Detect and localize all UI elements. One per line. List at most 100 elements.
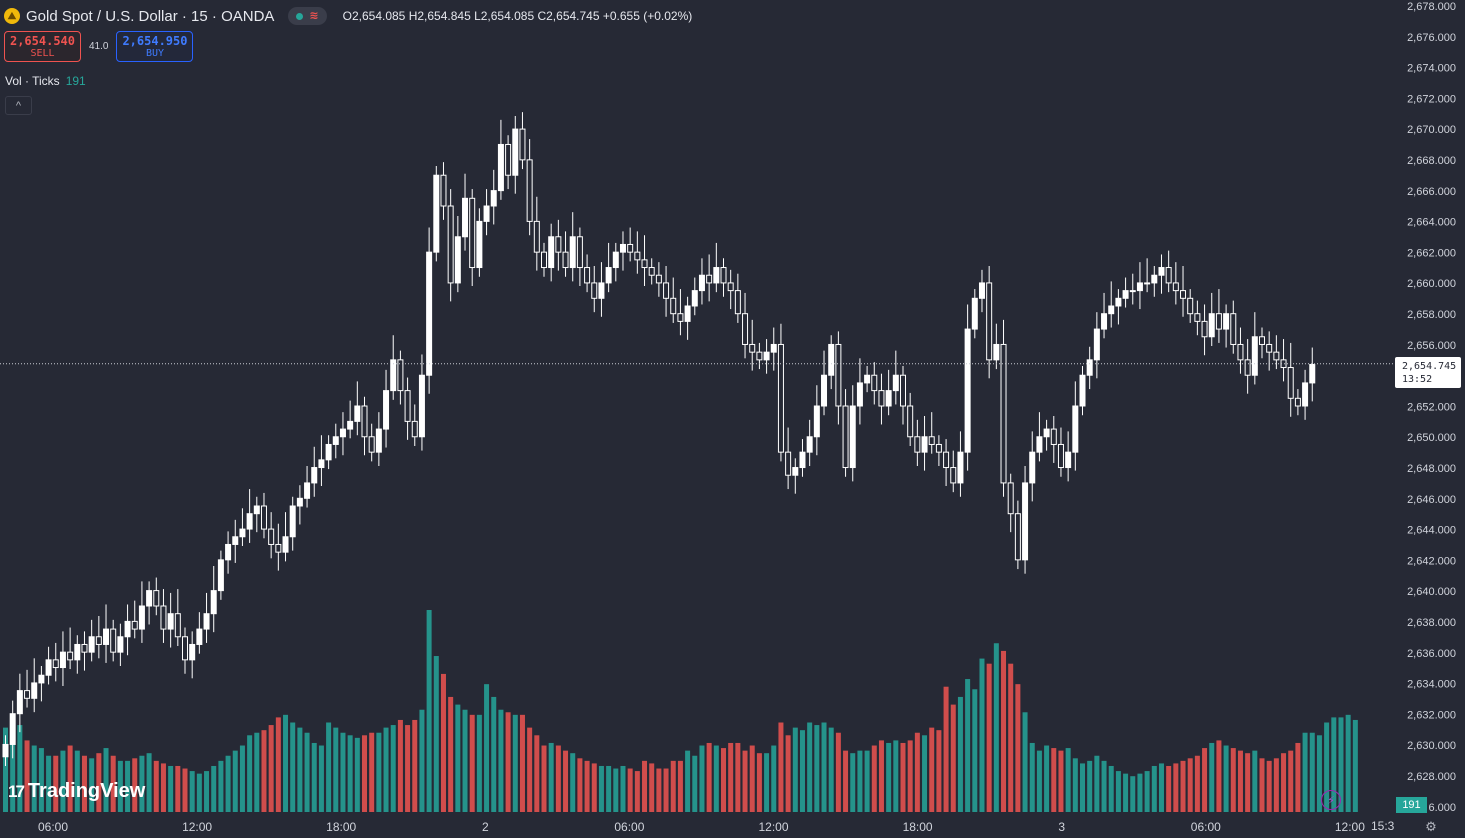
candle-body — [799, 451, 806, 469]
price-tick-label: 2,628.000 — [1407, 771, 1456, 783]
candle-body — [1287, 367, 1294, 399]
volume-bar — [311, 742, 317, 812]
candle-body — [914, 436, 921, 453]
volume-bar — [60, 750, 66, 812]
sell-button[interactable]: 2,654.540 SELL — [4, 31, 81, 62]
volume-bar — [1273, 758, 1279, 812]
buy-button[interactable]: 2,654.950 BUY — [116, 31, 194, 62]
candle-body — [9, 713, 16, 745]
volume-bar — [950, 704, 956, 812]
volume-bar — [412, 719, 418, 812]
volume-bar — [936, 730, 942, 812]
volume-legend-label: Vol · Ticks — [5, 74, 60, 88]
candle-body — [591, 282, 598, 299]
price-tick-label: 2,640.000 — [1407, 586, 1456, 598]
volume-bar — [81, 755, 87, 812]
candle-body — [203, 613, 210, 630]
volume-bar — [627, 768, 633, 812]
volume-legend[interactable]: Vol · Ticks 191 — [5, 74, 86, 88]
volume-bar — [685, 750, 691, 812]
spread-value: 41.0 — [89, 41, 109, 52]
volume-bar — [785, 735, 791, 812]
bolt-icon[interactable]: ⚡ — [1321, 790, 1341, 810]
candle-body — [404, 390, 411, 422]
volume-bar — [103, 748, 109, 812]
volume-bar — [914, 732, 920, 812]
candle-body — [88, 636, 95, 653]
candle-body — [720, 267, 727, 284]
settings-icon[interactable]: ⚙ — [1425, 819, 1437, 834]
volume-bar — [1087, 760, 1093, 812]
volume-bar — [1022, 712, 1028, 812]
price-tick-label: 2,630.000 — [1407, 740, 1456, 752]
volume-bar — [519, 714, 525, 812]
candle-body — [260, 505, 267, 530]
candle-body — [1208, 313, 1215, 338]
candle-body — [1072, 405, 1079, 453]
candle-body — [469, 197, 476, 269]
candle-body — [433, 174, 440, 253]
volume-bar — [211, 765, 217, 812]
candle-body — [311, 467, 318, 484]
volume-bar — [598, 765, 604, 812]
candle-body — [38, 674, 45, 684]
candle-body — [225, 543, 232, 561]
candle-body — [246, 513, 253, 530]
volume-bar — [290, 722, 296, 812]
candle-body — [526, 159, 533, 222]
volume-bar — [764, 753, 770, 812]
volume-bar — [448, 696, 454, 812]
volume-bar — [1108, 765, 1114, 812]
volume-bar — [110, 755, 116, 812]
volume-bar — [132, 758, 138, 812]
volume-bar — [1324, 722, 1330, 812]
candle-body — [555, 236, 562, 253]
price-axis[interactable]: 2,678.000 2,676.000 2,674.000 2,672.000 2,67… — [1407, 1, 1456, 814]
volume-bar — [38, 748, 44, 812]
volume-bar — [24, 740, 30, 812]
volume-bar — [225, 755, 231, 812]
candle-body — [2, 743, 9, 758]
candle-body — [612, 251, 619, 269]
candle-body — [397, 359, 404, 392]
collapse-legend-button[interactable]: ^ — [5, 96, 32, 115]
candle-body — [1029, 451, 1036, 484]
tradingview-logo[interactable]: 17 TradingView — [8, 780, 145, 803]
time-axis[interactable]: 06:00 12:00 18:00 2 06:00 12:00 18:00 3 06:00 12:… — [38, 820, 1365, 834]
volume-bar — [1302, 732, 1308, 812]
gold-logo-icon[interactable]: ⛰ — [4, 8, 20, 24]
volume-bar — [347, 735, 353, 812]
candle-body — [684, 305, 691, 322]
volume-bar — [1352, 719, 1358, 812]
volume-bar — [706, 742, 712, 812]
volume-bar — [570, 753, 576, 812]
candle-body — [103, 628, 110, 645]
volume-bar — [957, 696, 963, 812]
candle-body — [182, 636, 188, 661]
candle-body — [189, 643, 196, 661]
volume-bar — [828, 727, 834, 812]
candle-body — [619, 243, 626, 253]
volume-bar — [1094, 755, 1100, 812]
volume-bar — [484, 684, 490, 812]
candle-body — [117, 636, 124, 653]
volume-bar — [175, 765, 181, 812]
volume-bar — [304, 732, 310, 812]
market-status[interactable]: ≋ — [288, 7, 327, 25]
price-tick-label: 2,634.000 — [1407, 679, 1456, 691]
candle-body — [174, 613, 181, 638]
candle-body — [856, 382, 863, 407]
volume-bar — [993, 643, 999, 812]
candle-body — [569, 236, 576, 269]
volume-bar — [1065, 748, 1071, 812]
volume-bar — [53, 755, 59, 812]
symbol-title[interactable]: Gold Spot / U.S. Dollar · 15 · OANDA — [26, 7, 275, 25]
candle-body — [1036, 436, 1043, 453]
candle-body — [1158, 267, 1165, 276]
volume-bar — [160, 763, 166, 812]
volume-bar — [1209, 742, 1215, 812]
volume-bar — [1166, 765, 1172, 812]
volume-bar — [1144, 771, 1150, 812]
volume-bar — [1281, 753, 1287, 812]
